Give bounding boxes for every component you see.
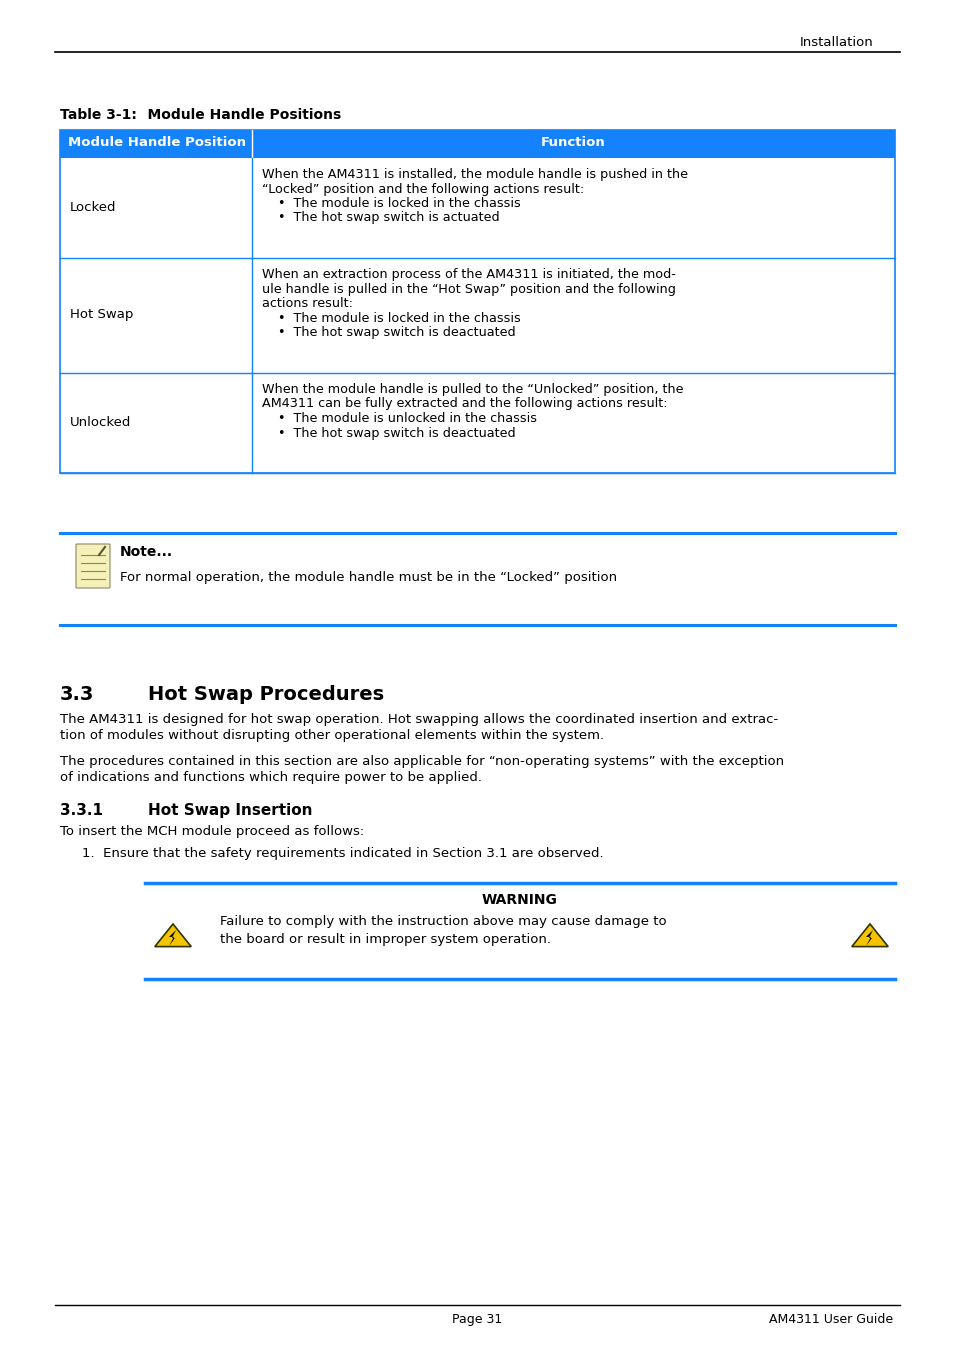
Text: 3.3.1: 3.3.1 <box>60 803 103 818</box>
Text: 3.3: 3.3 <box>60 684 94 703</box>
Text: For normal operation, the module handle must be in the “Locked” position: For normal operation, the module handle … <box>120 571 617 585</box>
Text: •  The module is locked in the chassis: • The module is locked in the chassis <box>262 312 520 324</box>
Text: When the AM4311 is installed, the module handle is pushed in the: When the AM4311 is installed, the module… <box>262 167 687 181</box>
Text: The AM4311 is designed for hot swap operation. Hot swapping allows the coordinat: The AM4311 is designed for hot swap oper… <box>60 713 778 726</box>
Bar <box>60 130 894 158</box>
Bar <box>60 130 894 472</box>
FancyBboxPatch shape <box>76 544 110 589</box>
Text: To insert the MCH module proceed as follows:: To insert the MCH module proceed as foll… <box>60 825 364 838</box>
Text: When an extraction process of the AM4311 is initiated, the mod-: When an extraction process of the AM4311… <box>262 269 675 281</box>
Polygon shape <box>169 930 175 946</box>
Text: of indications and functions which require power to be applied.: of indications and functions which requi… <box>60 771 481 784</box>
Text: 1.  Ensure that the safety requirements indicated in Section 3.1 are observed.: 1. Ensure that the safety requirements i… <box>82 846 603 860</box>
Text: Hot Swap Procedures: Hot Swap Procedures <box>148 684 384 703</box>
Text: Page 31: Page 31 <box>452 1314 501 1326</box>
Text: AM4311 can be fully extracted and the following actions result:: AM4311 can be fully extracted and the fo… <box>262 397 667 410</box>
Text: the board or result in improper system operation.: the board or result in improper system o… <box>220 933 551 946</box>
Text: actions result:: actions result: <box>262 297 353 310</box>
Text: Module Handle Positions: Module Handle Positions <box>128 108 341 122</box>
Polygon shape <box>865 930 872 946</box>
Text: •  The module is locked in the chassis: • The module is locked in the chassis <box>262 197 520 211</box>
Text: •  The hot swap switch is actuated: • The hot swap switch is actuated <box>262 212 499 224</box>
Text: Table 3-1:: Table 3-1: <box>60 108 136 122</box>
Text: tion of modules without disrupting other operational elements within the system.: tion of modules without disrupting other… <box>60 729 603 742</box>
Polygon shape <box>851 923 887 946</box>
Text: •  The hot swap switch is deactuated: • The hot swap switch is deactuated <box>262 325 515 339</box>
Text: Unlocked: Unlocked <box>70 416 132 429</box>
Text: When the module handle is pulled to the “Unlocked” position, the: When the module handle is pulled to the … <box>262 383 682 396</box>
Polygon shape <box>154 923 191 946</box>
Text: •  The module is unlocked in the chassis: • The module is unlocked in the chassis <box>262 412 537 425</box>
Text: Hot Swap Insertion: Hot Swap Insertion <box>148 803 313 818</box>
Text: AM4311 User Guide: AM4311 User Guide <box>768 1314 892 1326</box>
Text: Failure to comply with the instruction above may cause damage to: Failure to comply with the instruction a… <box>220 915 666 927</box>
Text: The procedures contained in this section are also applicable for “non-operating : The procedures contained in this section… <box>60 755 783 768</box>
Text: •  The hot swap switch is deactuated: • The hot swap switch is deactuated <box>262 427 515 440</box>
Text: Function: Function <box>540 136 605 148</box>
Text: Locked: Locked <box>70 201 116 215</box>
Text: Module Handle Position: Module Handle Position <box>68 136 246 148</box>
Text: Note...: Note... <box>120 545 172 559</box>
Text: “Locked” position and the following actions result:: “Locked” position and the following acti… <box>262 182 583 196</box>
Text: Installation: Installation <box>800 36 873 49</box>
Text: ule handle is pulled in the “Hot Swap” position and the following: ule handle is pulled in the “Hot Swap” p… <box>262 282 675 296</box>
Text: Hot Swap: Hot Swap <box>70 308 133 321</box>
Text: WARNING: WARNING <box>481 892 558 907</box>
